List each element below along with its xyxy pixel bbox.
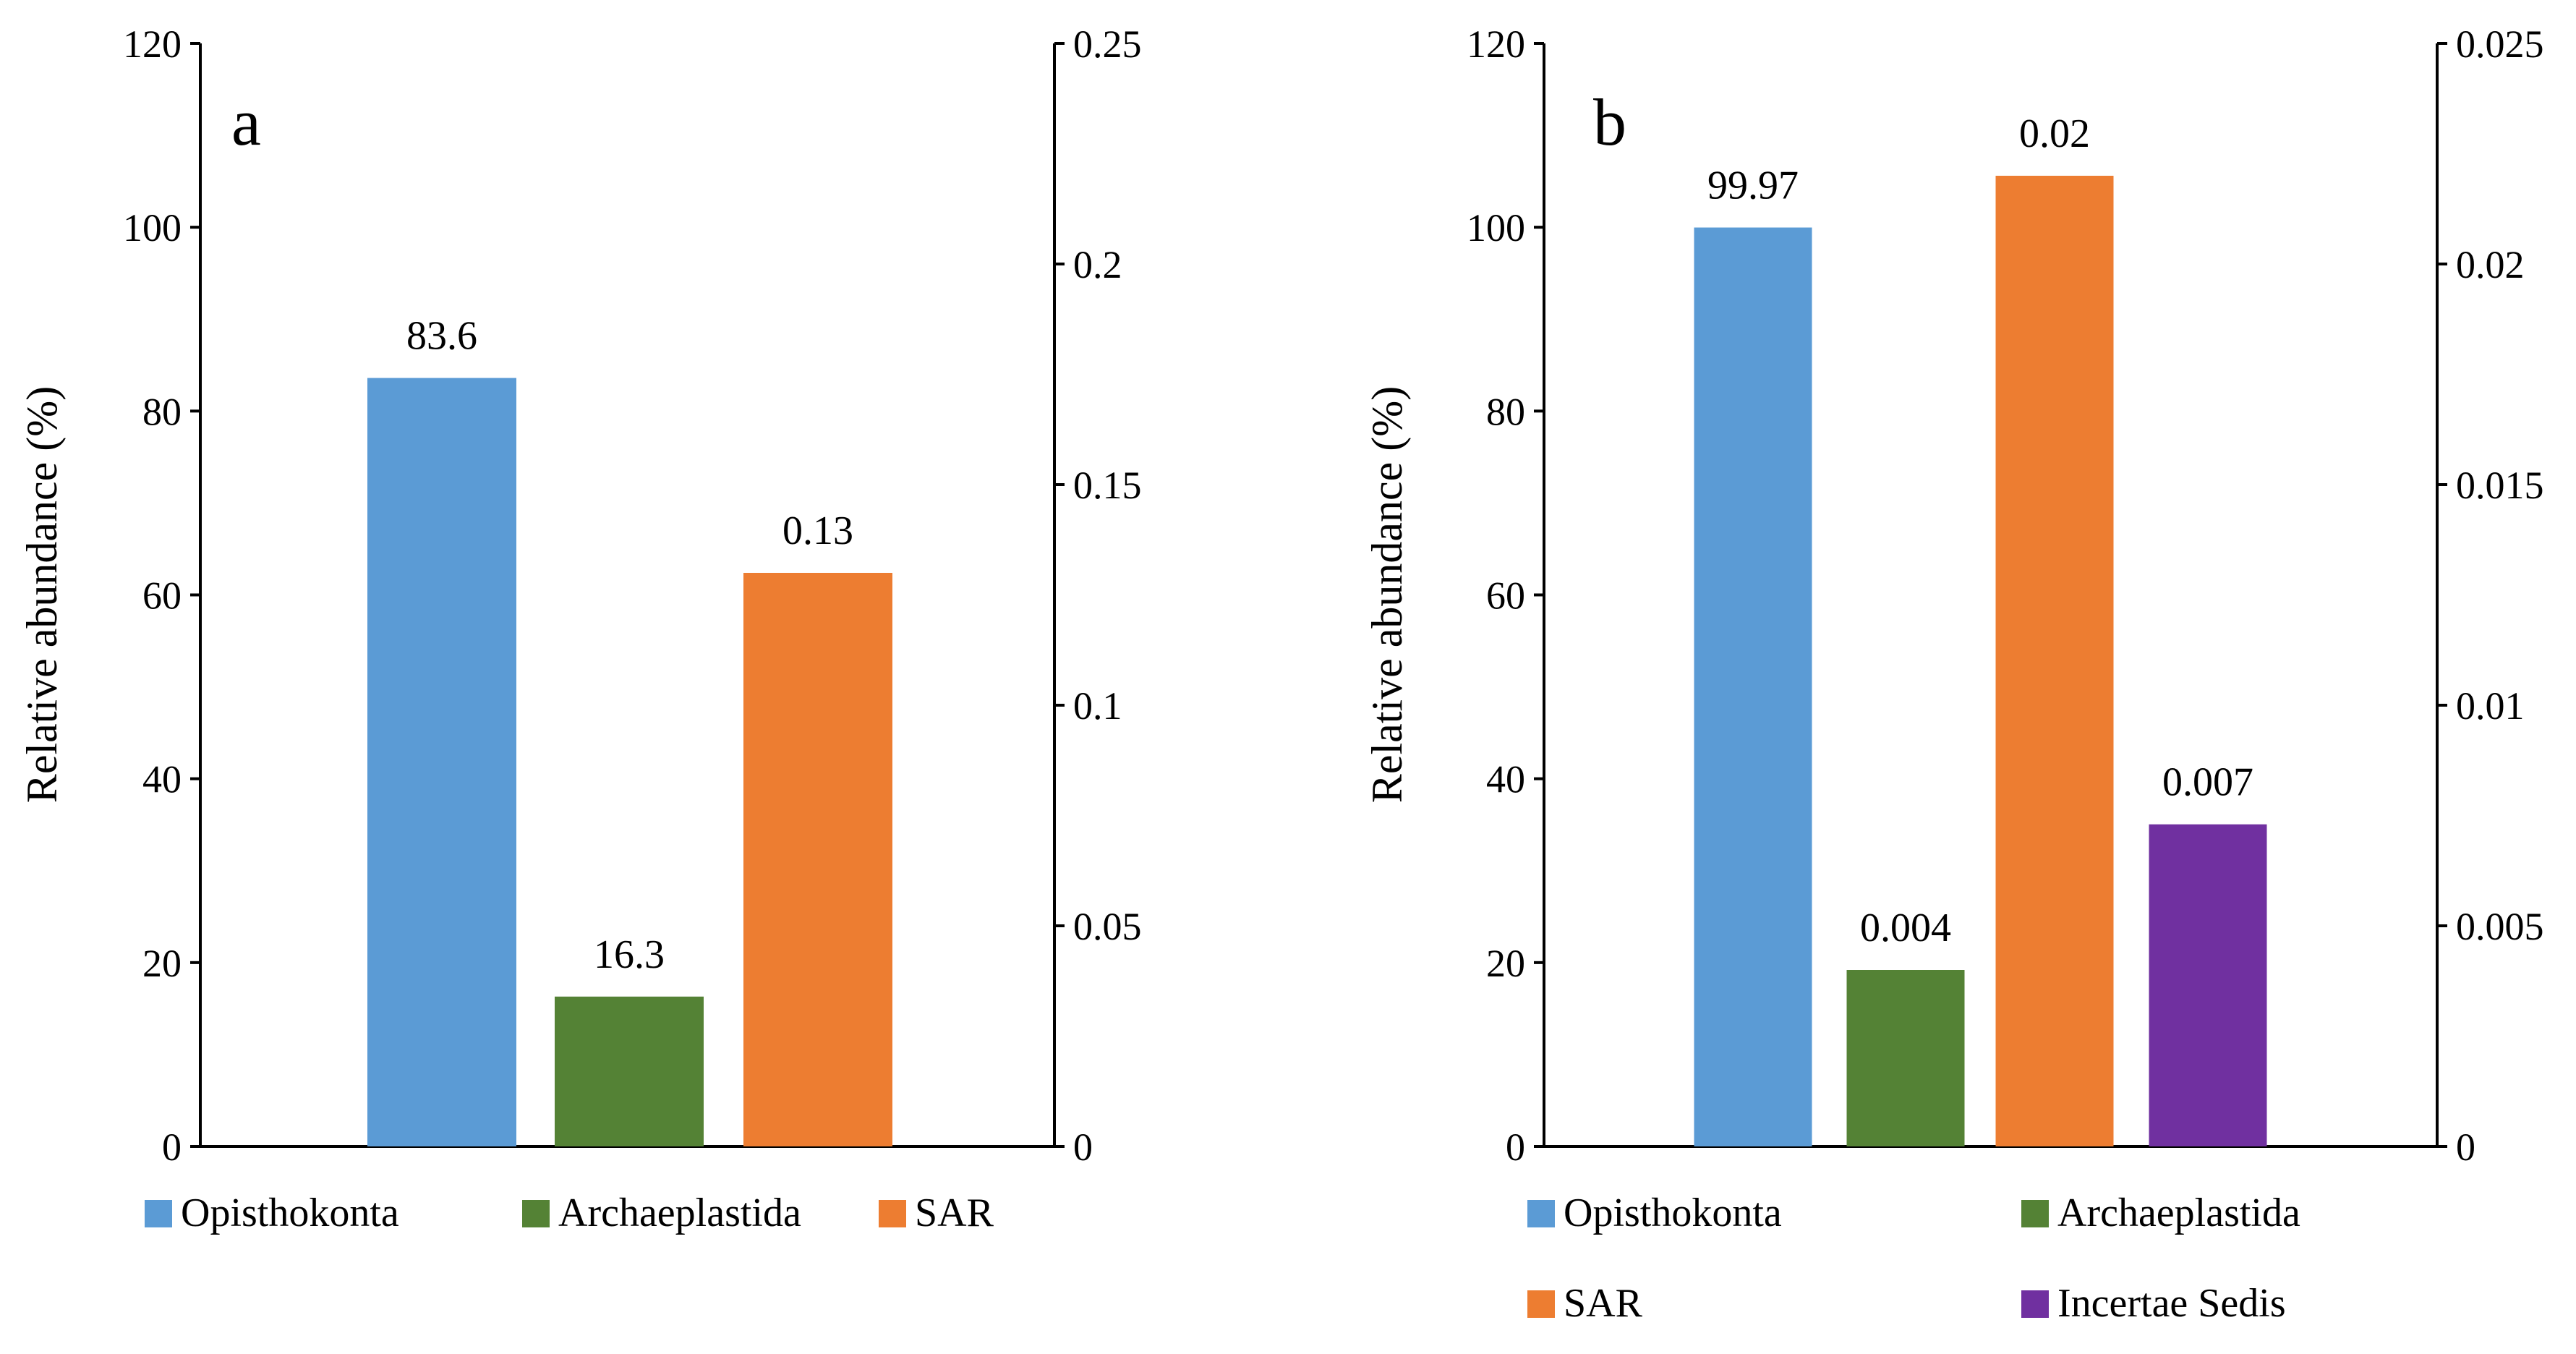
panel-b-legend-swatch-archaeplastida — [2021, 1200, 2049, 1227]
panel-a-legend-label-archaeplastida: Archaeplastida — [558, 1191, 801, 1235]
panel-b-panel-label: b — [1593, 85, 1626, 159]
panel-b-bar-archaeplastida — [1846, 970, 1965, 1146]
panel-a-legend-swatch-archaeplastida — [522, 1200, 550, 1227]
panel-b-right-tick-label: 0.01 — [2456, 684, 2525, 728]
panel-b-legend-label-opisthokonta: Opisthokonta — [1564, 1191, 1782, 1235]
panel-a-right-tick-label: 0.05 — [1073, 905, 1142, 948]
panel-a-panel-label: a — [231, 85, 261, 159]
panel-a-bar-archaeplastida — [555, 996, 704, 1146]
panel-a-right-tick-label: 0.15 — [1073, 464, 1142, 507]
panel-a-data-label: 83.6 — [406, 314, 477, 359]
panel-a-left-tick-label: 120 — [123, 22, 182, 66]
panel-b-right-tick-label: 0.015 — [2456, 464, 2544, 507]
panel-b-left-tick-label: 80 — [1486, 390, 1525, 433]
panel-b-left-tick-label: 0 — [1506, 1125, 1525, 1169]
panel-a-left-tick-label: 40 — [142, 758, 182, 801]
panel-b-y-axis-title: Relative abundance (%) — [1363, 386, 1411, 803]
panel-b-left-tick-label: 40 — [1486, 758, 1525, 801]
panel-b-data-label: 0.02 — [2019, 111, 2090, 156]
panel-b-legend-label-archaeplastida: Archaeplastida — [2057, 1191, 2300, 1235]
panel-a-legend-label-sar: SAR — [915, 1191, 994, 1235]
panel-a-y-axis-title: Relative abundance (%) — [18, 386, 66, 803]
panel-b-bar-opisthokonta — [1694, 227, 1812, 1147]
panel-b-legend-label-sar: SAR — [1564, 1281, 1643, 1326]
panel-b-left-tick-label: 120 — [1467, 22, 1525, 66]
panel-a-right-tick-label: 0.2 — [1073, 243, 1122, 286]
panel-a-bar-sar — [743, 573, 892, 1146]
panel-a-right-tick-label: 0 — [1073, 1125, 1093, 1169]
panel-a-left-tick-label: 100 — [123, 206, 182, 250]
panel-b-right-tick-label: 0.02 — [2456, 243, 2525, 286]
panel-b-left-tick-label: 60 — [1486, 574, 1525, 618]
panel-b-left-tick-label: 20 — [1486, 942, 1525, 985]
panel-b-legend-swatch-sar — [1527, 1290, 1555, 1318]
panel-a-legend-swatch-opisthokonta — [145, 1200, 172, 1227]
panel-b-left-tick-label: 100 — [1467, 206, 1525, 250]
panel-b-right-tick-label: 0.005 — [2456, 905, 2544, 948]
panel-b-right-tick-label: 0 — [2456, 1125, 2475, 1169]
panel-b-legend-swatch-opisthokonta — [1527, 1200, 1555, 1227]
panel-b-bar-incertae-sedis — [2149, 824, 2267, 1146]
panel-a-right-tick-label: 0.1 — [1073, 684, 1122, 728]
panel-b-legend-label-incertae-sedis: Incertae Sedis — [2057, 1281, 2286, 1326]
panel-b-data-label: 0.004 — [1860, 906, 1951, 950]
panel-b-data-label: 99.97 — [1707, 163, 1799, 208]
panel-a-data-label: 16.3 — [594, 932, 665, 977]
panel-b-bar-sar — [1995, 176, 2114, 1146]
panel-a-left-tick-label: 60 — [142, 574, 182, 618]
panel-a-data-label: 0.13 — [782, 508, 853, 553]
panel-a-legend-swatch-sar — [879, 1200, 906, 1227]
panel-b-data-label: 0.007 — [2162, 760, 2253, 805]
panel-a-left-tick-label: 20 — [142, 942, 182, 985]
panel-a-left-tick-label: 80 — [142, 390, 182, 433]
panel-a-left-tick-label: 0 — [162, 1125, 182, 1169]
panel-b-right-tick-label: 0.025 — [2456, 22, 2544, 66]
panel-a-legend-label-opisthokonta: Opisthokonta — [181, 1191, 399, 1235]
panel-a-bar-opisthokonta — [367, 378, 516, 1147]
panel-a-right-tick-label: 0.25 — [1073, 22, 1142, 66]
panel-b-legend-swatch-incertae-sedis — [2021, 1290, 2049, 1318]
